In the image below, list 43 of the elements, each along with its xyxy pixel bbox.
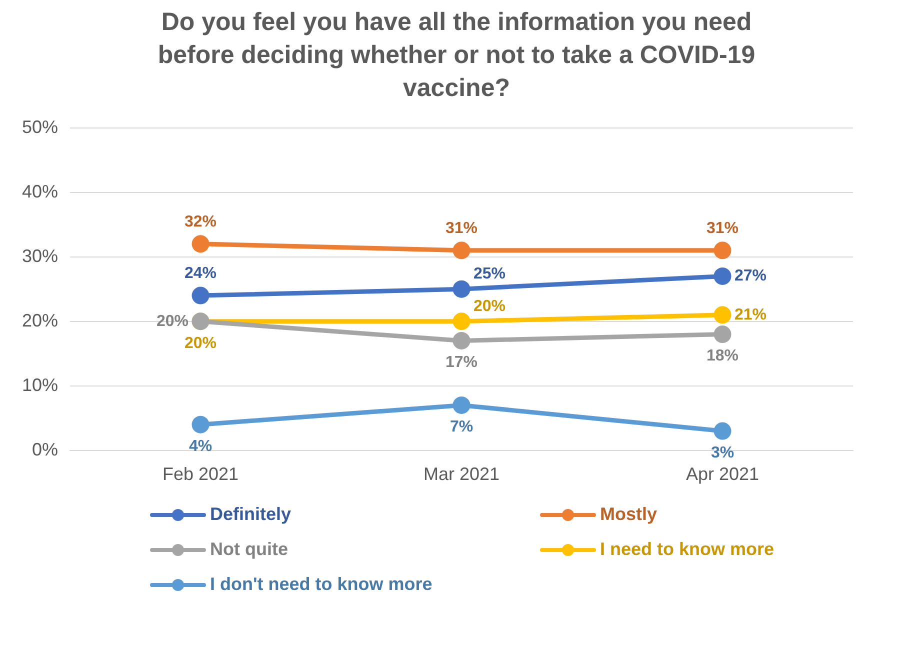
legend-label: I need to know more [600, 539, 774, 560]
point [452, 280, 470, 298]
legend-label: Not quite [210, 539, 288, 560]
x-tick-label: Feb 2021 [162, 464, 239, 484]
x-tick-label: Mar 2021 [423, 464, 500, 484]
data-label: 4% [188, 438, 212, 455]
legend-label: I don't need to know more [210, 574, 432, 595]
y-tick-label: 50% [22, 116, 58, 137]
data-label: 24% [184, 264, 217, 282]
y-tick-label: 30% [22, 246, 58, 266]
y-tick-label: 40% [22, 181, 58, 202]
y-tick-label: 10% [22, 374, 58, 395]
legend-label: Definitely [210, 504, 292, 525]
legend-label: Mostly [600, 504, 658, 525]
data-label: 18% [706, 348, 739, 365]
data-label: 21% [734, 306, 767, 324]
point [714, 306, 732, 324]
chart-title: Do you feel you have all the information you need before deciding whether or not to take a COVID-19 vaccine? [156, 7, 756, 104]
point [452, 332, 470, 350]
point [452, 396, 470, 414]
point [452, 242, 470, 260]
point [714, 326, 732, 344]
data-label: 25% [474, 266, 506, 283]
data-label: 3% [710, 444, 734, 462]
data-label: 20% [184, 334, 217, 352]
data-label: 7% [450, 418, 474, 436]
data-label: 27% [734, 268, 767, 285]
point [452, 312, 470, 330]
data-label: 31% [706, 220, 739, 237]
point [192, 235, 210, 253]
data-label: 31% [446, 220, 478, 237]
y-tick-label: 20% [22, 310, 58, 330]
data-label: 17% [446, 354, 478, 372]
x-tick-label: Apr 2021 [686, 464, 760, 484]
y-tick-label: 0% [32, 439, 58, 460]
point [714, 242, 732, 260]
data-label: 20% [156, 312, 189, 330]
point [192, 416, 210, 434]
data-label: 32% [184, 213, 217, 230]
point [714, 422, 732, 440]
data-label: 20% [474, 298, 506, 315]
point [192, 286, 210, 304]
point [714, 267, 732, 285]
